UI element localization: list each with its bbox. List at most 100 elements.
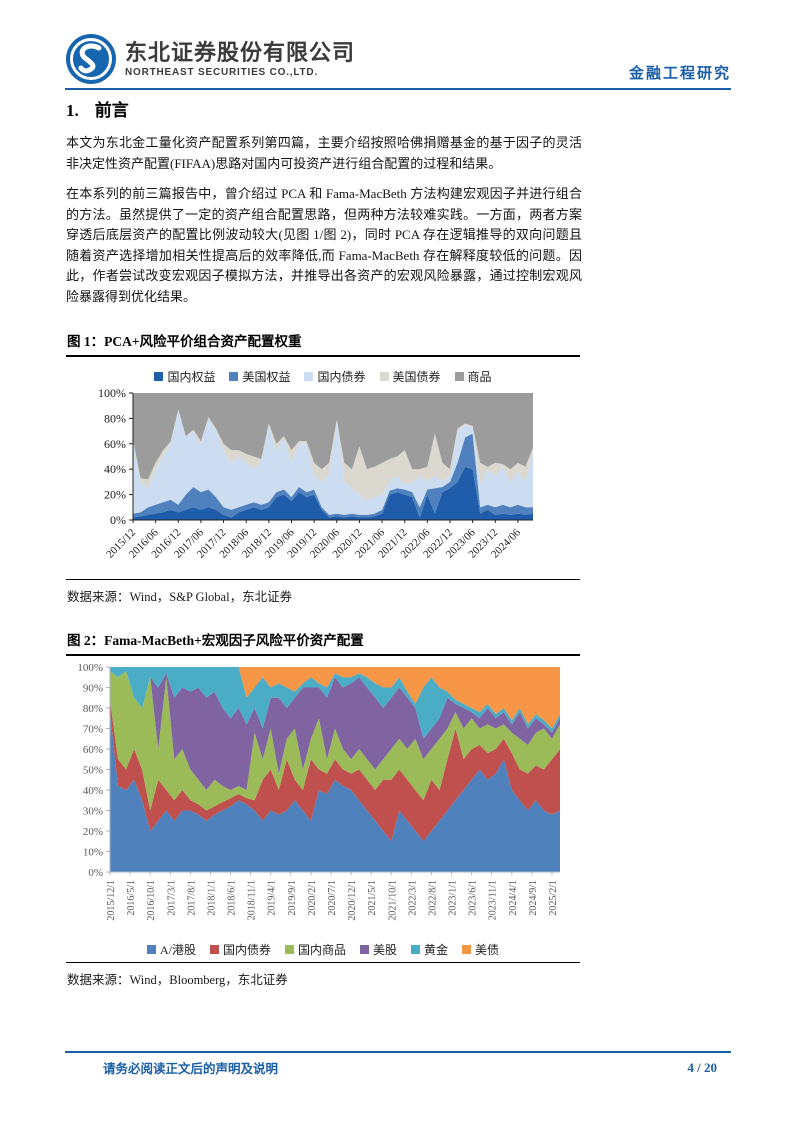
figure-1-bottom-rule bbox=[66, 579, 580, 580]
svg-text:2018/11/1: 2018/11/1 bbox=[247, 880, 258, 920]
figure-2-bottom-rule bbox=[66, 962, 580, 963]
footer-divider bbox=[65, 1051, 731, 1053]
area-美国债券 bbox=[133, 409, 533, 501]
svg-text:2016/5/1: 2016/5/1 bbox=[126, 880, 137, 916]
legend-label: A/港股 bbox=[159, 943, 196, 957]
svg-text:20%: 20% bbox=[83, 826, 103, 838]
svg-text:2018/1/1: 2018/1/1 bbox=[206, 880, 217, 916]
footer-disclaimer: 请务必阅读正文后的声明及说明 bbox=[103, 1062, 279, 1076]
svg-text:2024/4/1: 2024/4/1 bbox=[508, 880, 519, 916]
svg-text:2016/10/1: 2016/10/1 bbox=[146, 880, 157, 921]
legend-item-国内债券: 国内债券 bbox=[209, 941, 271, 958]
svg-text:2023/6/1: 2023/6/1 bbox=[468, 880, 479, 916]
figure-2-legend: A/港股 国内债券 国内商品 美股 黄金 美债 bbox=[66, 941, 580, 958]
figure-1-chart-container: 0% 20% 40% 60% 80% 100% 2015/12 2016/06 2016/12 2… bbox=[66, 385, 580, 578]
company-name-en: NORTHEAST SECURITIES CO.,LTD. bbox=[125, 66, 319, 78]
area-国内权益 bbox=[133, 466, 533, 520]
legend-label: 美股 bbox=[373, 943, 398, 957]
page-header: 东北证券股份有限公司 NORTHEAST SECURITIES CO.,LTD.… bbox=[65, 33, 731, 85]
area-国内商品 bbox=[110, 671, 560, 811]
svg-text:0%: 0% bbox=[88, 867, 103, 879]
legend-item-美股: 美股 bbox=[360, 941, 397, 958]
legend-label: 商品 bbox=[467, 370, 492, 384]
legend-item-国内商品: 国内商品 bbox=[284, 941, 346, 958]
area-美股 bbox=[110, 671, 560, 790]
svg-text:2017/8/1: 2017/8/1 bbox=[186, 880, 197, 916]
legend-item-A/港股: A/港股 bbox=[146, 941, 196, 958]
legend-label: 黄金 bbox=[424, 943, 449, 957]
svg-text:50%: 50% bbox=[83, 765, 103, 777]
legend-swatch-icon bbox=[379, 372, 389, 381]
area-国内债券 bbox=[133, 410, 533, 515]
svg-text:80%: 80% bbox=[104, 411, 126, 425]
page-number: 4 / 20 bbox=[687, 1059, 717, 1075]
area-A/港股 bbox=[110, 712, 560, 872]
svg-text:2021/10/1: 2021/10/1 bbox=[387, 880, 398, 921]
svg-text:20%: 20% bbox=[104, 488, 126, 502]
legend-label: 国内商品 bbox=[297, 943, 346, 957]
svg-text:2022/3/1: 2022/3/1 bbox=[407, 880, 418, 916]
legend-item-美债: 美债 bbox=[462, 941, 499, 958]
svg-text:2023/11/1: 2023/11/1 bbox=[488, 880, 499, 920]
svg-text:100%: 100% bbox=[77, 662, 103, 674]
svg-text:2018/6/1: 2018/6/1 bbox=[227, 880, 238, 916]
area-国内债券 bbox=[110, 699, 560, 842]
legend-swatch-icon bbox=[454, 372, 464, 381]
chart-axes bbox=[129, 392, 533, 521]
chart-areas bbox=[133, 393, 533, 520]
figure-2-title: 图 2：Fama-MacBeth+宏观因子风险平价资产配置 bbox=[66, 629, 580, 656]
legend-label: 国内债券 bbox=[317, 370, 366, 384]
svg-text:80%: 80% bbox=[83, 703, 103, 715]
legend-label: 国内权益 bbox=[167, 370, 216, 384]
figure-2-source: 数据来源：Wind，Bloomberg，东北证券 bbox=[67, 973, 288, 987]
legend-item-商品: 商品 bbox=[454, 368, 492, 385]
svg-text:2020/7/1: 2020/7/1 bbox=[327, 880, 338, 916]
area-黄金 bbox=[110, 667, 560, 739]
svg-text:2019/4/1: 2019/4/1 bbox=[267, 880, 278, 916]
svg-text:10%: 10% bbox=[83, 847, 103, 859]
section-heading: 1. 前言 bbox=[66, 96, 129, 121]
section-number: 1. bbox=[66, 101, 79, 120]
area-美债 bbox=[110, 667, 560, 729]
legend-swatch-icon bbox=[462, 945, 472, 954]
svg-text:30%: 30% bbox=[83, 806, 103, 818]
svg-text:40%: 40% bbox=[104, 462, 126, 476]
svg-text:2019/9/1: 2019/9/1 bbox=[287, 880, 298, 916]
legend-label: 国内债券 bbox=[222, 943, 271, 957]
chart-axes bbox=[106, 666, 560, 873]
svg-text:100%: 100% bbox=[98, 386, 126, 400]
x-axis-labels: 2015/12/1 2016/5/1 2016/10/1 2017/3/1 2017/8… bbox=[106, 872, 559, 921]
svg-text:2024/9/1: 2024/9/1 bbox=[528, 880, 539, 916]
svg-text:2021/5/1: 2021/5/1 bbox=[367, 880, 378, 916]
legend-swatch-icon bbox=[284, 945, 294, 954]
northeast-securities-logo-icon bbox=[66, 34, 116, 84]
figure-2-chart-container: 0% 10% 20% 30% 40% 50% 60% 70% 80% 90% 100% 2015/12… bbox=[66, 662, 580, 939]
figure-2-chart: 0% 10% 20% 30% 40% 50% 60% 70% 80% 90% 100% 2015/12… bbox=[77, 662, 560, 921]
legend-swatch-icon bbox=[360, 945, 369, 954]
y-axis-labels: 0% 10% 20% 30% 40% 50% 60% 70% 80% 90% 100% bbox=[77, 662, 103, 879]
paragraph-2: 在本系列的前三篇报告中，曾介绍过 PCA 和 Fama-MacBeth 方法构建… bbox=[66, 186, 582, 304]
company-brand: 东北证券股份有限公司 NORTHEAST SECURITIES CO.,LTD. bbox=[65, 33, 731, 85]
legend-swatch-icon bbox=[411, 945, 421, 954]
x-axis-labels: 2015/122016/062016/122017/062017/122018/… bbox=[104, 520, 523, 561]
legend-label: 美国权益 bbox=[242, 370, 291, 384]
figure-1: 图 1：PCA+风险平价组合资产配置权重 国内权益 美国权益 国内债券 美国债券 商品 … bbox=[66, 330, 580, 605]
section-title: 前言 bbox=[94, 101, 129, 120]
area-美国权益 bbox=[133, 433, 533, 518]
figure-1-source: 数据来源：Wind，S&P Global，东北证券 bbox=[67, 590, 293, 604]
svg-text:2020/2/1: 2020/2/1 bbox=[307, 880, 318, 916]
svg-text:2023/1/1: 2023/1/1 bbox=[448, 880, 459, 916]
svg-text:2025/2/1: 2025/2/1 bbox=[548, 880, 559, 916]
area-商品 bbox=[133, 393, 533, 480]
header-divider bbox=[65, 88, 731, 90]
svg-text:90%: 90% bbox=[83, 683, 103, 695]
legend-label: 美国债券 bbox=[392, 370, 441, 384]
svg-text:40%: 40% bbox=[83, 785, 103, 797]
chart-areas bbox=[110, 667, 560, 872]
svg-text:0%: 0% bbox=[110, 513, 126, 527]
legend-item-国内权益: 国内权益 bbox=[154, 368, 215, 385]
svg-text:2020/12/1: 2020/12/1 bbox=[347, 880, 358, 921]
figure-2: 图 2：Fama-MacBeth+宏观因子风险平价资产配置 0% 10% 20% 30… bbox=[66, 629, 580, 988]
company-names: 东北证券股份有限公司 NORTHEAST SECURITIES CO.,LTD. bbox=[125, 40, 355, 79]
